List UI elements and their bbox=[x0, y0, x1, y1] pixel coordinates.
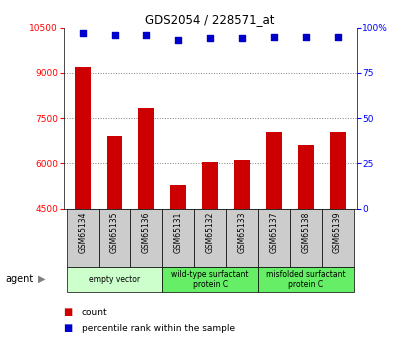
Text: GSM65133: GSM65133 bbox=[237, 211, 246, 253]
Text: count: count bbox=[82, 308, 108, 317]
Bar bbox=[106, 136, 122, 345]
Bar bbox=[138, 108, 154, 345]
Bar bbox=[265, 132, 281, 345]
Bar bbox=[67, 209, 98, 267]
Text: GSM65137: GSM65137 bbox=[269, 211, 278, 253]
Bar bbox=[297, 145, 313, 345]
Bar bbox=[74, 67, 90, 345]
Text: percentile rank within the sample: percentile rank within the sample bbox=[82, 324, 234, 333]
Point bbox=[333, 34, 340, 39]
Bar bbox=[234, 160, 249, 345]
Text: GSM65139: GSM65139 bbox=[332, 211, 341, 253]
Text: GSM65136: GSM65136 bbox=[142, 211, 151, 253]
Text: GSM65135: GSM65135 bbox=[110, 211, 119, 253]
Bar bbox=[162, 267, 257, 292]
Point bbox=[111, 32, 117, 38]
Point bbox=[302, 34, 308, 39]
Text: wild-type surfactant
protein C: wild-type surfactant protein C bbox=[171, 270, 248, 289]
Text: ■: ■ bbox=[63, 324, 73, 333]
Bar bbox=[257, 209, 289, 267]
Bar bbox=[130, 209, 162, 267]
Text: empty vector: empty vector bbox=[89, 275, 140, 284]
Point bbox=[206, 36, 213, 41]
Text: GSM65134: GSM65134 bbox=[78, 211, 87, 253]
Bar bbox=[289, 209, 321, 267]
Text: ■: ■ bbox=[63, 307, 73, 317]
Bar bbox=[257, 267, 353, 292]
Text: GSM65138: GSM65138 bbox=[301, 211, 310, 253]
Text: agent: agent bbox=[6, 274, 34, 284]
Text: misfolded surfactant
protein C: misfolded surfactant protein C bbox=[265, 270, 345, 289]
Title: GDS2054 / 228571_at: GDS2054 / 228571_at bbox=[145, 13, 274, 27]
Bar bbox=[321, 209, 353, 267]
Bar bbox=[329, 132, 345, 345]
Point bbox=[175, 38, 181, 43]
Text: GSM65131: GSM65131 bbox=[173, 211, 182, 253]
Bar bbox=[162, 209, 194, 267]
Bar bbox=[202, 162, 218, 345]
Bar bbox=[98, 209, 130, 267]
Text: GSM65132: GSM65132 bbox=[205, 211, 214, 253]
Point bbox=[143, 32, 149, 38]
Bar bbox=[194, 209, 225, 267]
Point bbox=[79, 30, 86, 36]
Point bbox=[270, 34, 276, 39]
Point bbox=[238, 36, 245, 41]
Bar bbox=[225, 209, 257, 267]
Bar bbox=[67, 267, 162, 292]
Text: ▶: ▶ bbox=[38, 274, 45, 284]
Bar bbox=[170, 185, 186, 345]
